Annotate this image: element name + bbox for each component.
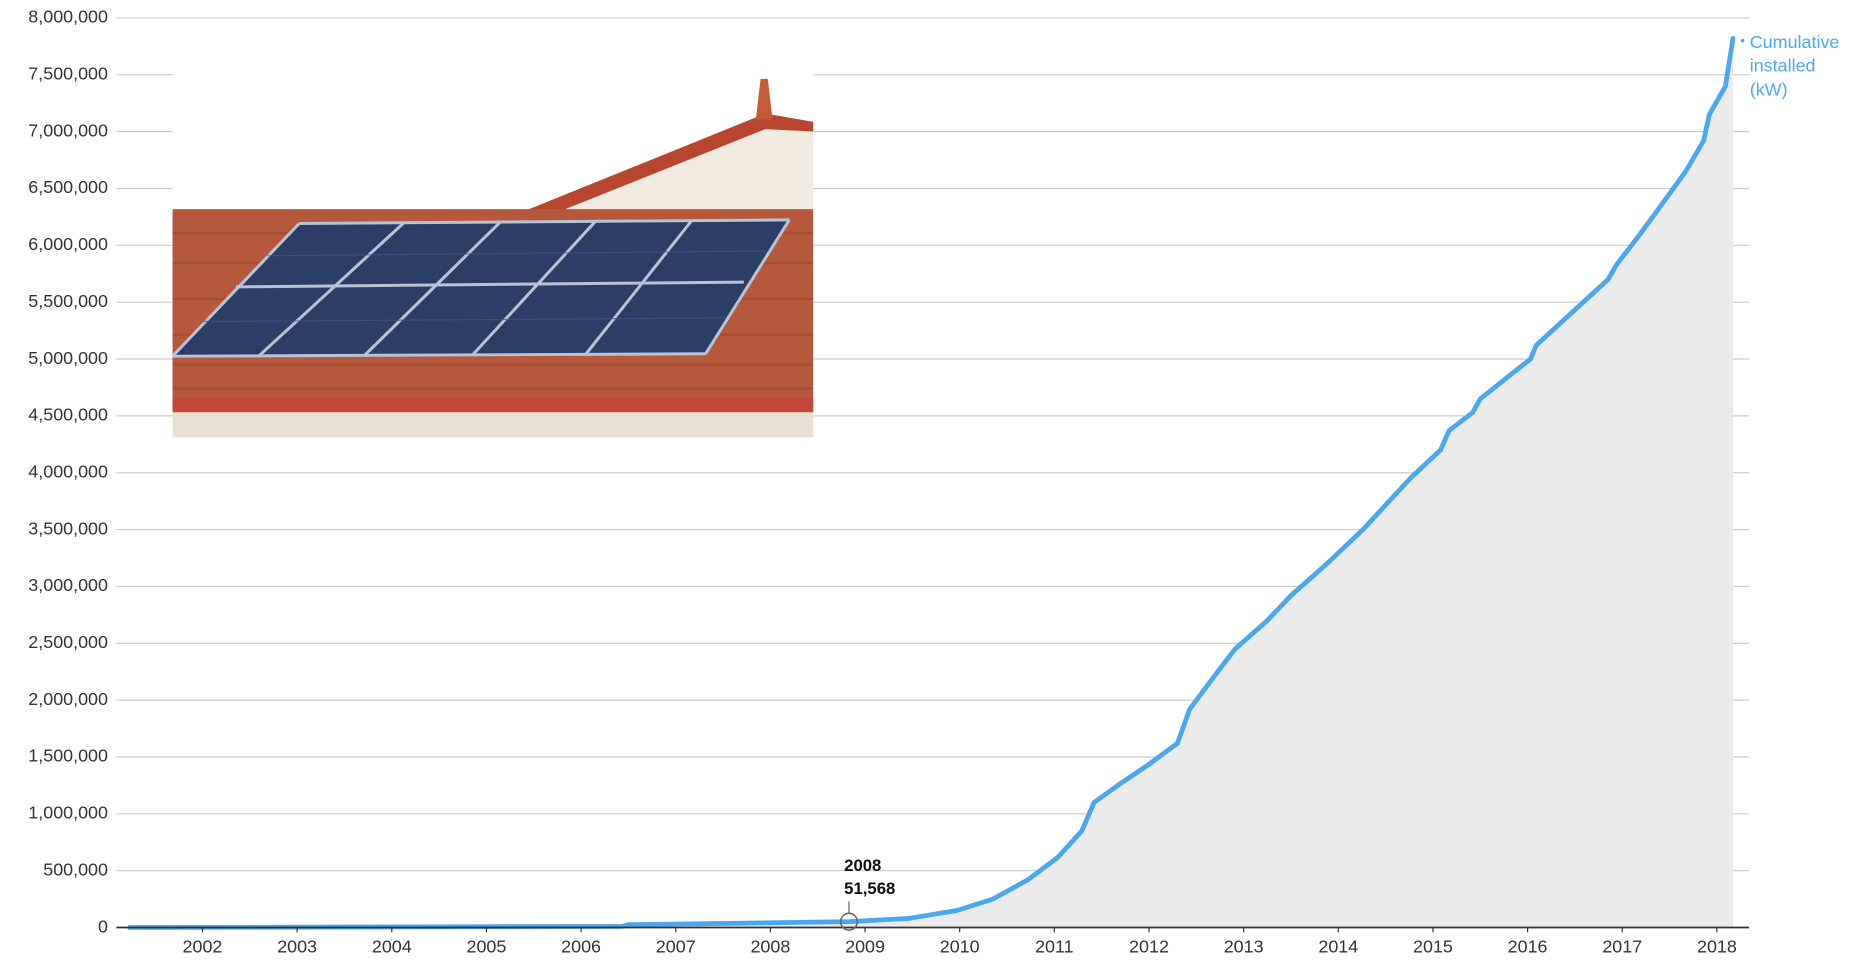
y-tick-label: 4,500,000: [28, 405, 108, 425]
x-tick-label: 2018: [1697, 937, 1737, 957]
y-tick-label: 500,000: [43, 859, 108, 879]
y-tick-label: 0: [98, 916, 108, 936]
y-tick-label: 4,000,000: [28, 461, 108, 481]
annotation-label: 2008: [844, 856, 881, 875]
x-tick-label: 2005: [467, 937, 507, 957]
legend: Cumulative installed (kW): [1750, 31, 1870, 115]
legend-marker: [1741, 39, 1745, 43]
x-tick-label: 2016: [1508, 937, 1548, 957]
x-tick-label: 2009: [845, 937, 885, 957]
y-tick-label: 1,000,000: [28, 803, 108, 823]
y-tick-label: 7,000,000: [28, 120, 108, 140]
y-tick-label: 2,000,000: [28, 689, 108, 709]
chart: 0 500,000 1,000,000 1,500,000 2,000,000 2,500…: [0, 0, 1875, 961]
x-tick-label: 2008: [750, 937, 790, 957]
x-tick-label: 2012: [1129, 937, 1169, 957]
y-tick-label: 2,500,000: [28, 632, 108, 652]
page: {"chart_data": { "type": "area", "x": [2…: [0, 0, 1875, 961]
y-tick-label: 8,000,000: [28, 7, 108, 27]
x-tick-label: 2010: [940, 937, 980, 957]
x-tick-label: 2014: [1318, 937, 1358, 957]
y-tick-label: 1,500,000: [28, 746, 108, 766]
x-tick-label: 2017: [1602, 937, 1642, 957]
y-tick-label: 3,500,000: [28, 518, 108, 538]
annotation-value: 51,568: [844, 879, 895, 898]
solar-roof-photo: [173, 62, 814, 437]
x-tick-label: 2007: [656, 937, 696, 957]
y-tick-label: 5,500,000: [28, 291, 108, 311]
y-tick-label: 6,500,000: [28, 177, 108, 197]
x-tick-label: 2015: [1413, 937, 1453, 957]
x-tick-label: 2004: [372, 937, 412, 957]
y-tick-label: 6,000,000: [28, 234, 108, 254]
x-tick-label: 2011: [1035, 937, 1074, 957]
y-tick-label: 3,000,000: [28, 575, 108, 595]
x-tick-label: 2002: [183, 937, 223, 957]
legend-entry: Cumulative installed (kW): [1750, 31, 1858, 103]
y-tick-label: 7,500,000: [28, 64, 108, 84]
x-tick-label: 2003: [277, 937, 317, 957]
x-tick-label: 2006: [561, 937, 601, 957]
y-tick-label: 5,000,000: [28, 348, 108, 368]
x-tick-label: 2013: [1224, 937, 1264, 957]
